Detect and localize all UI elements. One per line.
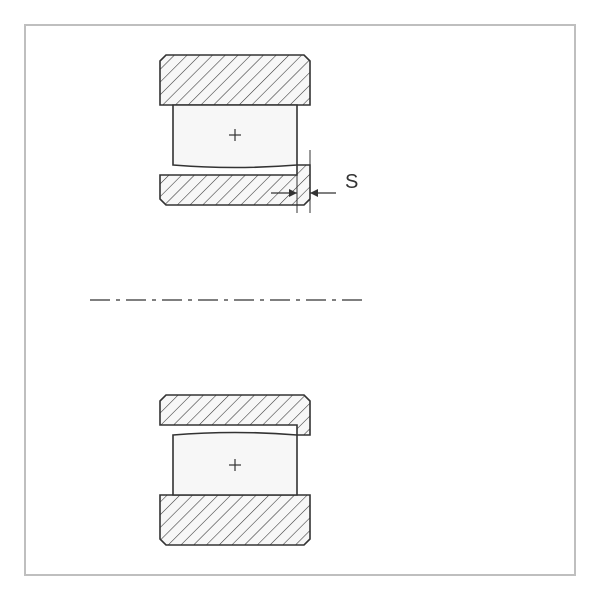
dimension-s-label: S: [345, 171, 358, 193]
bearing-cross-section-diagram: S: [0, 0, 600, 600]
outer-ring-top: [160, 55, 310, 105]
outer-ring-bottom: [160, 495, 310, 545]
